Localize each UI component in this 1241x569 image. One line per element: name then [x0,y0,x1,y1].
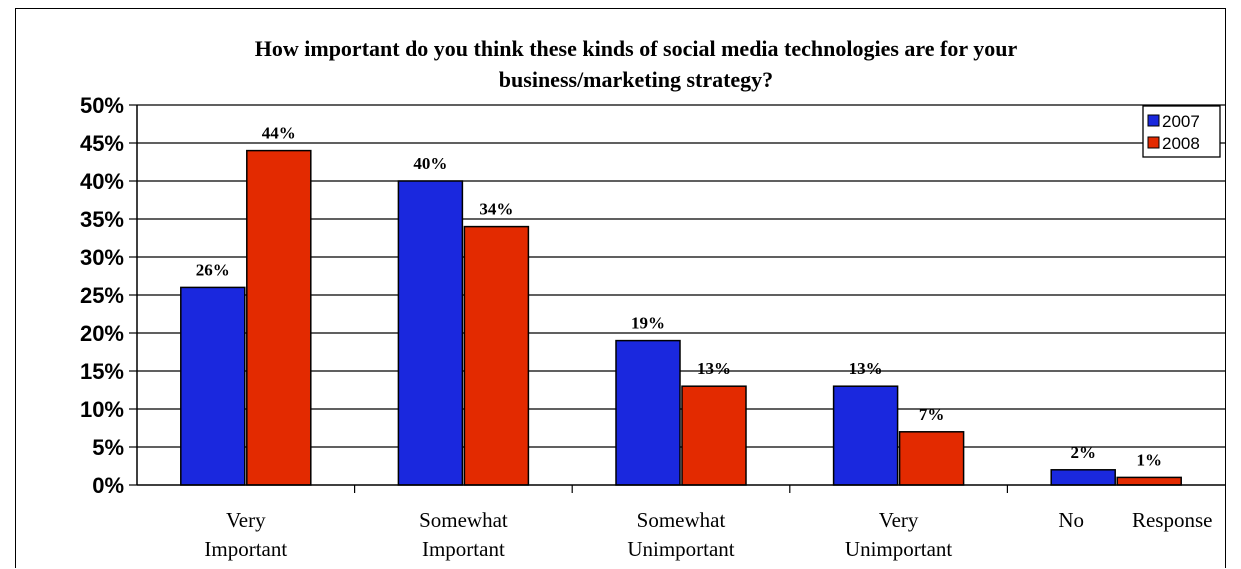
bar-2008-3 [898,431,965,486]
bar-2008-0 [246,149,312,486]
data-label: 44% [262,124,296,143]
y-tick-label: 10% [80,397,124,422]
x-category-label: Important [422,537,505,561]
x-category-label: Unimportant [845,537,952,561]
bar-2007-1 [397,180,464,486]
legend-label: 2007 [1162,112,1200,131]
gridlines [137,104,1225,448]
y-tick-label: 25% [80,283,124,308]
chart-title-line-2: business/marketing strategy? [499,67,773,92]
y-tick-label: 20% [80,321,124,346]
data-label: 34% [479,200,513,219]
chart-frame: How important do you think these kinds o… [15,8,1226,568]
x-category-label: Response [1132,508,1213,532]
bar-2007-0 [180,286,246,486]
bar-2008-2 [681,385,747,486]
y-tick-label: 45% [80,131,124,156]
y-tick-label: 50% [80,93,124,118]
legend-swatch-2007 [1147,114,1160,127]
legend: 2007 2008 [1142,105,1221,158]
x-category-label: Very [879,508,919,532]
data-label: 1% [1136,450,1162,469]
y-tick-label: 0% [92,473,124,498]
data-label: 13% [849,359,883,378]
bar-2007-2 [615,339,681,486]
legend-label: 2008 [1162,134,1200,153]
bar-2008-1 [463,225,530,486]
y-tick-label: 15% [80,359,124,384]
chart-title-line-1: How important do you think these kinds o… [255,36,1018,61]
data-labels: 26% 44% 40% 34% 19% 13% 13% 7% 2% 1% [196,124,1162,470]
data-label: 13% [697,359,731,378]
bar-2007-4 [1050,469,1116,486]
bar-chart: How important do you think these kinds o… [80,36,1225,561]
x-category-label: Somewhat [419,508,508,532]
x-category-label: Important [204,537,287,561]
x-category-label: Somewhat [637,508,726,532]
data-label: 2% [1070,443,1096,462]
bar-2008-4 [1116,476,1182,486]
y-tick-label: 35% [80,207,124,232]
y-tick-label: 40% [80,169,124,194]
data-label: 40% [413,154,447,173]
data-label: 7% [919,405,945,424]
x-category-label: Unimportant [627,537,734,561]
x-category-label: No [1058,508,1084,532]
bars [180,149,1182,486]
x-category-label: Very [226,508,266,532]
data-label: 19% [631,314,665,333]
legend-swatch-2008 [1147,136,1160,149]
y-tick-label: 30% [80,245,124,270]
y-tick-label: 5% [92,435,124,460]
data-label: 26% [196,260,230,279]
axes: 0% 5% 10% 15% 20% 25% 30% 35% 40% 45% 50% Very Impor… [80,93,1225,561]
bar-2007-3 [832,385,899,486]
